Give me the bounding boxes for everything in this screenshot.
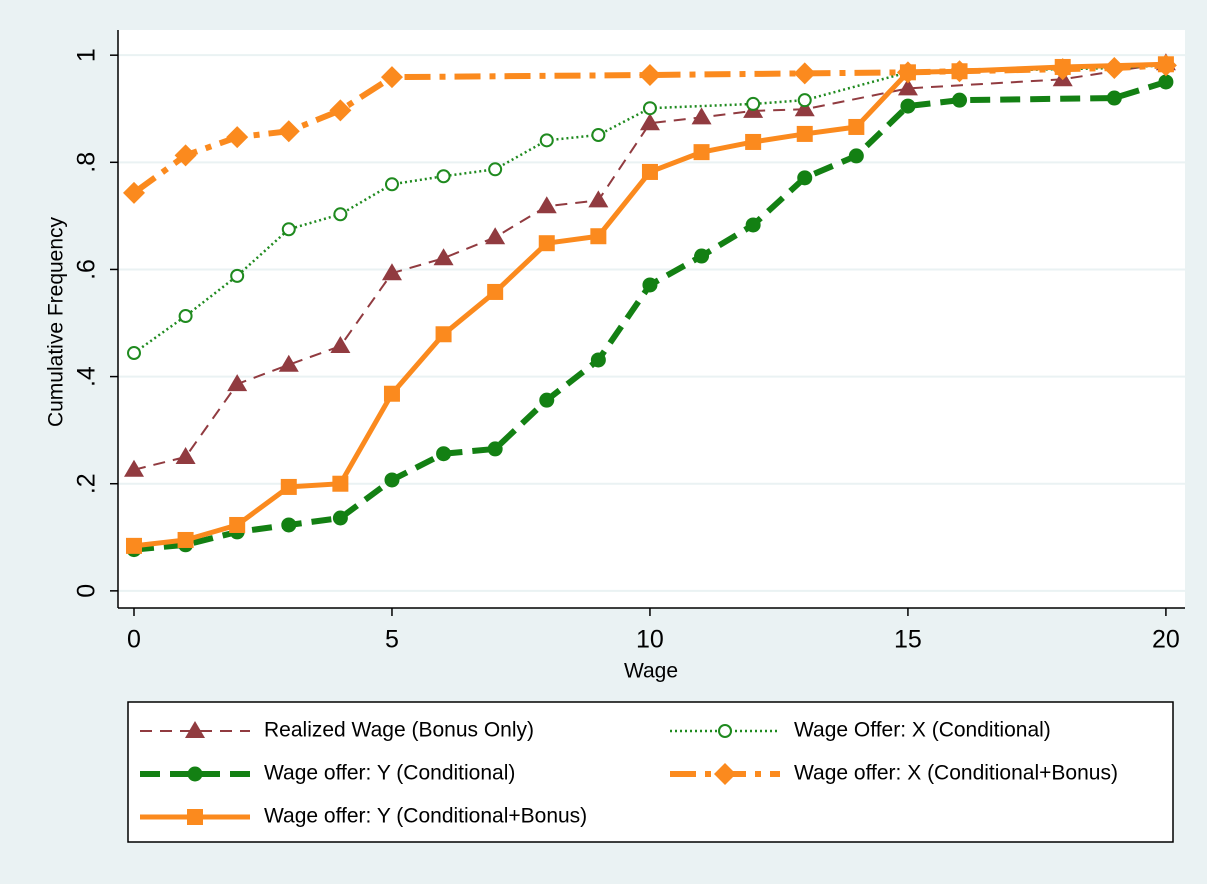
marker	[536, 196, 557, 214]
marker	[277, 120, 300, 143]
marker	[897, 78, 918, 96]
marker	[639, 113, 660, 131]
marker	[641, 163, 658, 180]
marker	[693, 144, 710, 161]
marker	[691, 107, 712, 125]
marker	[899, 64, 916, 81]
marker	[794, 99, 815, 117]
marker	[1158, 74, 1174, 90]
marker	[230, 268, 245, 283]
marker	[848, 118, 865, 135]
marker	[488, 162, 503, 177]
marker	[125, 537, 142, 554]
marker	[590, 228, 607, 245]
marker	[642, 277, 658, 293]
marker	[487, 283, 504, 300]
y-tick-label: 0	[73, 584, 101, 598]
marker	[280, 478, 297, 495]
legend-marker	[187, 766, 203, 782]
marker	[1157, 56, 1174, 73]
marker	[900, 98, 916, 114]
marker	[797, 170, 813, 186]
y-tick-label: .6	[73, 259, 101, 280]
marker	[123, 459, 144, 477]
y-tick-label: .2	[73, 473, 101, 494]
marker	[638, 63, 661, 86]
marker	[694, 248, 710, 264]
x-axis-title: Wage	[624, 660, 678, 683]
x-tick-label: 0	[127, 626, 141, 654]
marker	[281, 517, 297, 533]
marker	[227, 374, 248, 392]
marker	[436, 169, 451, 184]
legend-marker	[718, 724, 732, 738]
marker	[226, 126, 249, 149]
legend-label: Realized Wage (Bonus Only)	[264, 719, 534, 742]
marker	[539, 392, 555, 408]
marker	[793, 62, 816, 85]
marker	[796, 125, 813, 142]
marker	[178, 309, 193, 324]
marker	[433, 248, 454, 266]
y-tick-label: .8	[73, 152, 101, 173]
marker	[384, 472, 400, 488]
marker	[588, 190, 609, 208]
legend-marker	[714, 763, 736, 785]
marker	[591, 127, 606, 142]
marker	[122, 181, 145, 204]
marker	[126, 346, 141, 361]
marker	[278, 354, 299, 372]
y-tick-label: 1	[73, 48, 101, 62]
marker	[952, 92, 968, 108]
marker	[330, 336, 351, 354]
legend-label: Wage offer: Y (Conditional)	[264, 762, 515, 785]
marker	[174, 144, 197, 167]
marker	[332, 510, 348, 526]
marker	[380, 66, 403, 89]
legend-label: Wage offer: Y (Conditional+Bonus)	[264, 805, 587, 828]
marker	[281, 222, 296, 237]
legend-marker	[187, 809, 203, 825]
legend-label: Wage Offer: X (Conditional)	[794, 719, 1051, 742]
marker	[384, 177, 399, 192]
marker	[175, 446, 196, 464]
marker	[1106, 90, 1122, 106]
x-tick-label: 20	[1152, 626, 1180, 654]
marker	[329, 99, 352, 122]
marker	[435, 326, 452, 343]
marker	[539, 133, 554, 148]
marker	[333, 207, 348, 222]
marker	[177, 531, 194, 548]
marker	[848, 148, 864, 164]
marker	[332, 475, 349, 492]
marker	[797, 93, 812, 108]
marker	[590, 352, 606, 368]
marker	[745, 217, 761, 233]
marker	[746, 96, 761, 111]
y-axis-title: Cumulative Frequency	[45, 216, 68, 427]
marker	[951, 63, 968, 80]
legend-marker	[185, 721, 205, 738]
marker	[487, 441, 503, 457]
marker	[383, 385, 400, 402]
marker	[1054, 58, 1071, 75]
x-tick-label: 15	[894, 626, 922, 654]
x-tick-label: 5	[385, 626, 399, 654]
x-tick-label: 10	[636, 626, 664, 654]
marker	[642, 101, 657, 116]
marker	[436, 446, 452, 462]
series-line	[133, 64, 1166, 355]
legend-label: Wage offer: X (Conditional+Bonus)	[794, 762, 1118, 785]
marker	[229, 516, 246, 533]
marker	[538, 235, 555, 252]
y-tick-label: .4	[73, 366, 101, 387]
legend	[127, 701, 1174, 843]
marker	[381, 263, 402, 281]
marker	[745, 133, 762, 150]
marker	[485, 227, 506, 245]
